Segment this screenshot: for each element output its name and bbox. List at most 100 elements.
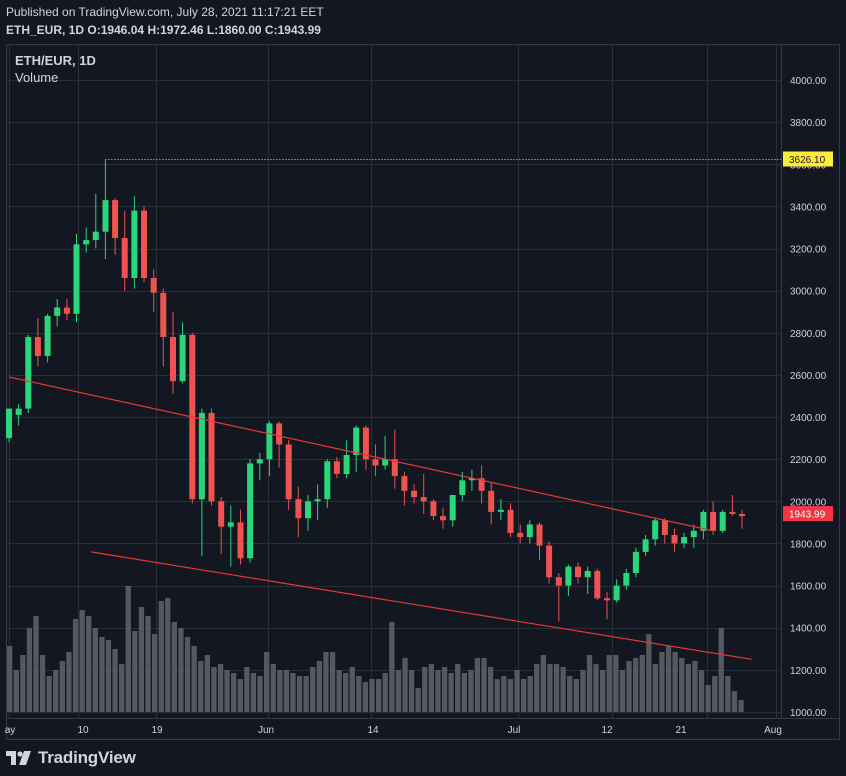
volume-bar bbox=[448, 673, 454, 712]
time-axis[interactable]: ay 10 19 Jun 14 Jul 12 21 Aug bbox=[5, 725, 782, 736]
ohlc-info: ETH_EUR, 1D O:1946.04 H:1972.46 L:1860.0… bbox=[6, 23, 321, 37]
candle-body bbox=[517, 532, 524, 538]
candle-down bbox=[150, 269, 157, 312]
volume-bar bbox=[698, 670, 705, 712]
candle-body bbox=[459, 480, 466, 495]
candle-body bbox=[372, 459, 379, 466]
candle-body bbox=[170, 337, 176, 382]
candle-up bbox=[83, 227, 90, 253]
volume-bar bbox=[547, 664, 553, 712]
price-tick-label: 1200.00 bbox=[790, 666, 827, 677]
volume-bar bbox=[738, 700, 744, 712]
candle-body bbox=[613, 585, 620, 601]
volume-bar bbox=[224, 670, 230, 712]
volume-bar bbox=[672, 652, 678, 712]
candle-up bbox=[247, 459, 254, 563]
candle-body bbox=[420, 497, 427, 502]
trendline-upper bbox=[8, 376, 714, 532]
candle-down bbox=[285, 440, 292, 510]
trendlines[interactable] bbox=[8, 159, 781, 660]
candle-body bbox=[92, 231, 99, 241]
time-tick-label: Jun bbox=[258, 725, 274, 736]
volume-bar bbox=[290, 673, 296, 712]
volume-bar bbox=[659, 652, 665, 712]
candle-down bbox=[333, 457, 340, 479]
candle-down bbox=[401, 471, 408, 506]
volume-bar bbox=[86, 616, 92, 712]
price-axis[interactable]: 4000.003800.003600.003400.003200.003000.… bbox=[783, 76, 833, 719]
volume-bar bbox=[244, 667, 250, 712]
volume-bar bbox=[600, 670, 606, 712]
volume-bar bbox=[349, 667, 355, 712]
candle-up bbox=[324, 459, 331, 508]
volume-bar bbox=[488, 667, 494, 712]
volume-bar bbox=[679, 658, 685, 712]
volume-bar bbox=[415, 688, 421, 712]
volume-bar bbox=[204, 655, 210, 712]
open-value: 1946.04 bbox=[100, 23, 145, 37]
last-price-label-text: 1943.99 bbox=[789, 510, 826, 521]
volume-bar bbox=[145, 616, 151, 712]
volume-bar bbox=[250, 673, 257, 712]
volume-bar bbox=[46, 676, 52, 712]
price-tick-label: 3800.00 bbox=[790, 118, 827, 129]
volume-bar bbox=[468, 670, 474, 712]
candle-body bbox=[121, 238, 128, 278]
volume-bar bbox=[112, 649, 118, 712]
volume-bar bbox=[152, 634, 158, 712]
chart-legend-volume: Volume bbox=[15, 70, 58, 85]
volume-bar bbox=[626, 661, 632, 712]
candle-body bbox=[584, 570, 591, 578]
candle-body bbox=[546, 545, 553, 578]
volume-bar bbox=[283, 670, 290, 712]
volume-bar bbox=[481, 658, 487, 712]
volume-bar bbox=[26, 628, 33, 712]
volume-bar bbox=[296, 676, 303, 712]
candle-body bbox=[362, 427, 369, 460]
symbol-label: ETH_EUR, 1D bbox=[6, 23, 85, 37]
tradingview-logo-text: TradingView bbox=[38, 748, 136, 767]
candle-down bbox=[440, 507, 446, 529]
volume-bar bbox=[178, 628, 184, 712]
candle-down bbox=[170, 311, 176, 394]
volume-bar bbox=[231, 673, 237, 712]
tradingview-logo[interactable]: TradingView bbox=[6, 748, 136, 768]
candle-body bbox=[73, 244, 80, 314]
candle-body bbox=[700, 511, 707, 531]
candle-down bbox=[121, 210, 128, 291]
tradingview-logo-icon bbox=[6, 751, 31, 765]
volume-bar bbox=[257, 676, 263, 712]
price-tick-label: 1400.00 bbox=[790, 624, 827, 635]
candle-body bbox=[632, 551, 639, 573]
candle-body bbox=[565, 566, 572, 586]
candle-down bbox=[739, 509, 745, 529]
candle-up bbox=[681, 532, 688, 548]
time-tick-label: 12 bbox=[601, 725, 613, 736]
price-tick-label: 2200.00 bbox=[790, 455, 827, 466]
last-price-label-bg bbox=[783, 506, 833, 522]
candle-body bbox=[469, 478, 475, 481]
candle-body bbox=[247, 463, 254, 559]
candle-up bbox=[642, 535, 649, 557]
volume-bar bbox=[705, 685, 711, 712]
volume-bar bbox=[20, 655, 26, 712]
volume-bar bbox=[553, 664, 560, 712]
volume-bar bbox=[99, 637, 105, 712]
candle-body bbox=[411, 490, 418, 498]
candle-down bbox=[546, 541, 553, 584]
price-tick-label: 3000.00 bbox=[790, 287, 827, 298]
candle-down bbox=[488, 482, 495, 525]
candle-down bbox=[575, 562, 581, 584]
candle-body bbox=[266, 423, 273, 460]
volume-bar bbox=[270, 664, 276, 712]
volume-bar bbox=[606, 655, 612, 712]
candle-up bbox=[54, 299, 61, 327]
candle-up bbox=[449, 495, 456, 527]
candle-down bbox=[391, 429, 398, 489]
candle-body bbox=[710, 511, 717, 531]
volume-bar bbox=[138, 607, 145, 712]
candle-body bbox=[353, 427, 360, 455]
candle-up bbox=[700, 509, 707, 540]
volume-bar bbox=[514, 670, 520, 712]
